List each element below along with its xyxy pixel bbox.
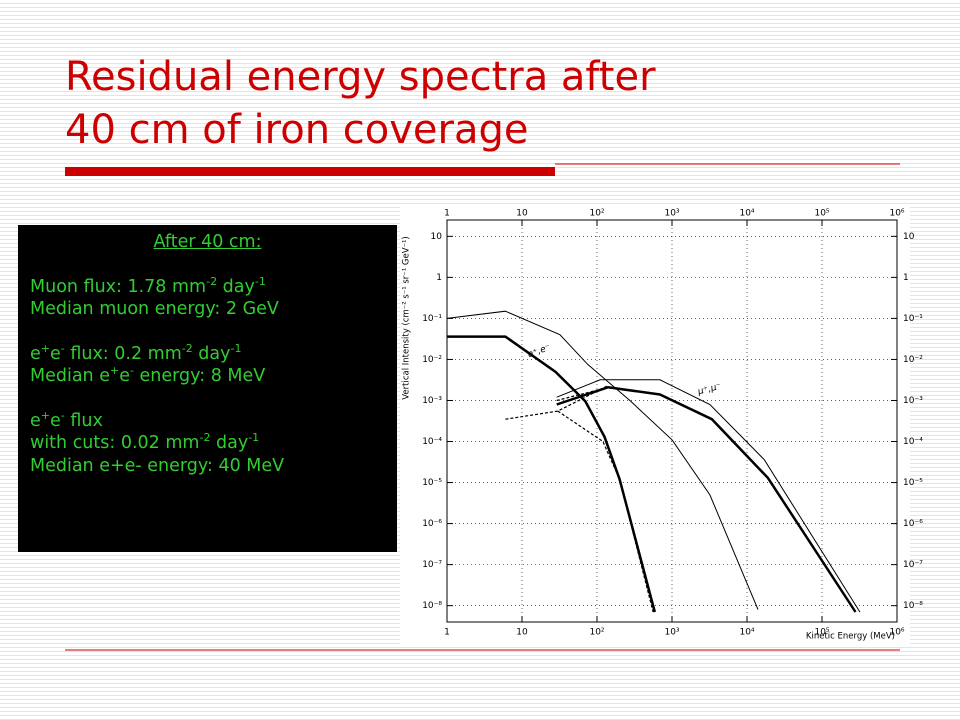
info-line: Median e+e- energy: 8 MeV [30,365,397,388]
y-tick-label: 10⁻⁴ [903,437,923,447]
info-line: e+e- flux: 0.2 mm-2 day-1 [30,343,397,366]
y-tick-label: 1 [903,273,909,283]
y-tick-label: 10⁻⁸ [422,601,442,611]
y-tick-label: 10⁻⁴ [422,437,442,447]
info-line: with cuts: 0.02 mm-2 day-1 [30,432,397,455]
y-axis-label: Vertical Intensity (cm⁻² s⁻¹ sr⁻¹ GeV⁻¹) [402,236,412,399]
y-tick-label: 10⁻⁶ [422,519,442,529]
x-tick-label: 10² [589,628,604,638]
superscript: + [109,364,120,377]
text-run: e [50,410,61,431]
superscript: - [60,341,65,355]
superscript: -1 [254,274,266,288]
info-paragraph: e+e- flux with cuts: 0.02 mm-2 day-1 Media… [30,410,397,478]
x-tick-label: 1 [444,209,450,219]
x-tick-label: 10³ [664,209,679,219]
text-run: Median e [30,366,110,386]
x-tick-label: 10 [516,209,528,219]
info-heading: After 40 cm: [153,232,262,252]
text-run: day [217,276,255,297]
x-tick-label: 10² [589,209,604,219]
text-run: day [210,433,249,453]
x-tick-label: 10⁶ [889,628,904,638]
series-line [556,386,857,613]
text-run: with cuts: 0.02 mm [30,433,200,453]
x-tick-label: 10 [516,628,528,638]
y-tick-label: 10⁻² [422,355,442,365]
series-line [556,379,861,613]
superscript: + [40,408,50,422]
y-tick-label: 10⁻⁷ [422,560,442,570]
text-run: e [30,343,41,364]
y-tick-label: 10⁻⁷ [903,560,923,570]
text-run: flux [64,410,103,431]
x-tick-label: 10³ [664,628,679,638]
y-tick-label: 1 [436,273,442,283]
y-tick-label: 10⁻¹ [903,314,923,324]
text-run: Median muon energy: 2 GeV [30,299,279,319]
superscript: -1 [248,431,260,444]
x-tick-label: 10⁶ [889,209,904,219]
info-paragraph: e+e- flux: 0.2 mm-2 day-1 Median e+e- ene… [30,343,397,388]
x-tick-label: 1 [444,628,450,638]
text-run: Median e+e- energy: 40 MeV [30,455,285,476]
y-tick-label: 10⁻⁸ [903,601,923,611]
y-tick-label: 10 [431,232,443,242]
superscript: -2 [206,274,218,288]
x-tick-label: 10⁵ [814,628,829,638]
y-tick-label: 10⁻³ [903,396,923,406]
text-run: flux: 0.2 mm [64,343,182,364]
y-tick-label: 10⁻⁶ [903,519,923,529]
y-tick-label: 10 [903,232,915,242]
info-line: e+e- flux [30,410,397,433]
info-box: After 40 cm: Muon flux: 1.78 mm-2 day-1 M… [18,225,397,552]
superscript: + [40,341,50,355]
info-line: Median e+e- energy: 40 MeV [30,455,397,478]
y-tick-label: 10⁻⁵ [903,478,923,488]
slide-title: 40 cm of iron coverage [65,107,528,153]
text-run: Muon flux: 1.78 mm [30,276,207,297]
y-tick-label: 10⁻¹ [422,314,442,324]
y-tick-label: 10⁻⁵ [422,478,442,488]
superscript: - [129,364,134,377]
series-line [446,310,759,610]
x-tick-label: 10⁴ [739,209,754,219]
slide-title: Residual energy spectra after [65,54,656,100]
info-paragraph: Muon flux: 1.78 mm-2 day-1 Median muon en… [30,276,397,321]
superscript: -1 [230,341,242,355]
text-run: e [119,366,130,386]
text-run: e [50,343,61,364]
x-tick-label: 10⁴ [739,628,754,638]
superscript: -2 [181,341,193,355]
y-tick-label: 10⁻² [903,355,923,365]
x-tick-label: 10⁵ [814,209,829,219]
y-tick-label: 10⁻³ [422,396,442,406]
info-line: Median muon energy: 2 GeV [30,298,397,321]
chart-background [400,205,910,645]
superscript: -2 [199,431,211,444]
text-run: energy: 8 MeV [133,366,266,386]
title-bar [65,167,555,176]
x-axis-label: Kinetic Energy (MeV) [806,632,895,642]
text-run: e [30,410,41,431]
info-line: Muon flux: 1.78 mm-2 day-1 [30,276,397,299]
series-line [557,410,654,613]
chart: 1 1 10 10 10² 10² 10³ 10³ 10⁴ 10⁴ 10⁵ 10⁵ 10⁶ 10⁶ 10 10… [402,209,924,642]
series-line [556,386,609,402]
superscript: - [60,408,65,422]
text-run: day [192,343,231,364]
